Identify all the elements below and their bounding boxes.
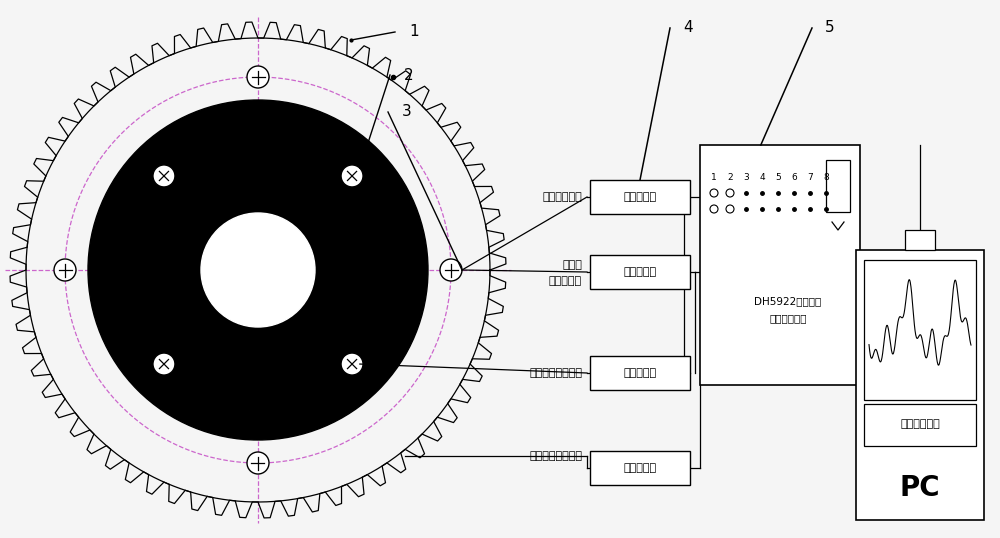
Text: 6: 6 — [791, 173, 797, 181]
Circle shape — [341, 165, 363, 187]
Text: 1: 1 — [409, 25, 419, 39]
FancyBboxPatch shape — [590, 451, 690, 485]
Text: 电荷适调器: 电荷适调器 — [623, 192, 657, 202]
Text: 3: 3 — [402, 104, 412, 119]
Circle shape — [153, 353, 175, 375]
Circle shape — [726, 205, 734, 213]
Text: 加速度传感器信号: 加速度传感器信号 — [529, 368, 582, 378]
Text: 4: 4 — [759, 173, 765, 181]
Circle shape — [341, 353, 363, 375]
FancyBboxPatch shape — [905, 230, 935, 250]
Text: 3: 3 — [743, 173, 749, 181]
Text: 电荷适调器: 电荷适调器 — [623, 368, 657, 378]
FancyBboxPatch shape — [590, 180, 690, 214]
Circle shape — [201, 213, 315, 327]
Circle shape — [710, 189, 718, 197]
Text: 8: 8 — [823, 173, 829, 181]
Text: PC: PC — [900, 473, 940, 501]
Text: 分析显示存储: 分析显示存储 — [900, 419, 940, 429]
Circle shape — [153, 165, 175, 187]
Text: 测试分析系统: 测试分析系统 — [769, 313, 807, 323]
FancyBboxPatch shape — [700, 145, 860, 385]
FancyBboxPatch shape — [856, 250, 984, 520]
FancyBboxPatch shape — [826, 160, 850, 212]
Circle shape — [247, 66, 269, 88]
Text: 4: 4 — [683, 20, 693, 36]
Text: 2: 2 — [727, 173, 733, 181]
Circle shape — [710, 205, 718, 213]
Text: 力传感器信号: 力传感器信号 — [542, 192, 582, 202]
Text: 电荷适调器: 电荷适调器 — [623, 463, 657, 473]
Text: 7: 7 — [807, 173, 813, 181]
Circle shape — [440, 259, 462, 281]
Circle shape — [88, 100, 428, 440]
Text: 传感器信号: 传感器信号 — [549, 276, 582, 286]
Circle shape — [726, 189, 734, 197]
Circle shape — [247, 452, 269, 474]
Text: 加速度: 加速度 — [562, 260, 582, 270]
FancyBboxPatch shape — [590, 255, 690, 289]
Text: 5: 5 — [775, 173, 781, 181]
FancyBboxPatch shape — [864, 260, 976, 400]
Text: 加速度传感器信号: 加速度传感器信号 — [529, 451, 582, 461]
FancyBboxPatch shape — [590, 356, 690, 390]
Text: 电荷适调器: 电荷适调器 — [623, 267, 657, 277]
Text: 5: 5 — [825, 20, 835, 36]
Text: 2: 2 — [404, 67, 414, 82]
Circle shape — [54, 259, 76, 281]
Text: 1: 1 — [711, 173, 717, 181]
Text: DH5922动态信号: DH5922动态信号 — [754, 296, 822, 306]
FancyBboxPatch shape — [864, 404, 976, 446]
